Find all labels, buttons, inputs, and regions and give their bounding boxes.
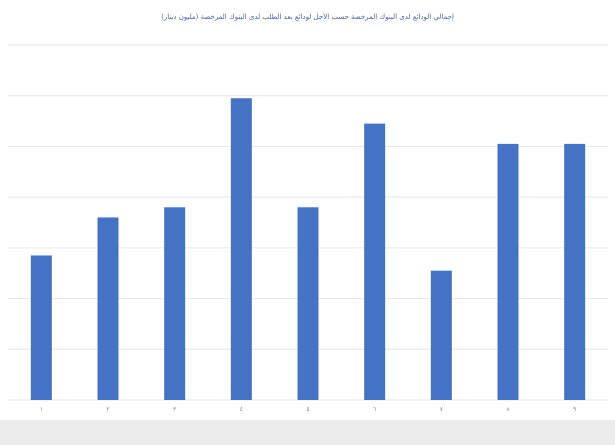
bar <box>364 123 386 400</box>
x-tick-label: ٥ <box>306 406 309 413</box>
x-tick-labels: ١ ٢ ٣ ٤ ٥ ٦ ٧ ٨ ٩ <box>40 406 577 413</box>
x-tick-label: ٩ <box>573 406 576 413</box>
bar <box>230 98 252 400</box>
chart-title: إجمالي الودائع لدى البنوك المرخصة حسب ال… <box>161 13 454 21</box>
bar <box>30 255 52 400</box>
x-tick-label: ٣ <box>173 406 177 413</box>
bar <box>497 143 519 400</box>
x-tick-label: ٢ <box>106 406 109 413</box>
bar-chart: ١ ٢ ٣ ٤ ٥ ٦ ٧ ٨ ٩ <box>8 44 608 413</box>
bar <box>297 207 319 400</box>
bottom-strip <box>0 420 615 445</box>
bar <box>564 143 586 400</box>
bar-series <box>30 98 586 400</box>
bar <box>430 270 452 400</box>
x-tick-label: ٤ <box>240 406 243 413</box>
bar <box>164 207 186 400</box>
bar <box>97 217 119 400</box>
chart-area: ١ ٢ ٣ ٤ ٥ ٦ ٧ ٨ ٩ إجمالي الودائع لدى البنوك المر… <box>8 13 608 413</box>
x-tick-label: ٨ <box>506 406 510 413</box>
x-tick-label: ٧ <box>440 406 444 413</box>
x-tick-label: ١ <box>40 406 43 413</box>
x-tick-label: ٦ <box>373 406 376 413</box>
